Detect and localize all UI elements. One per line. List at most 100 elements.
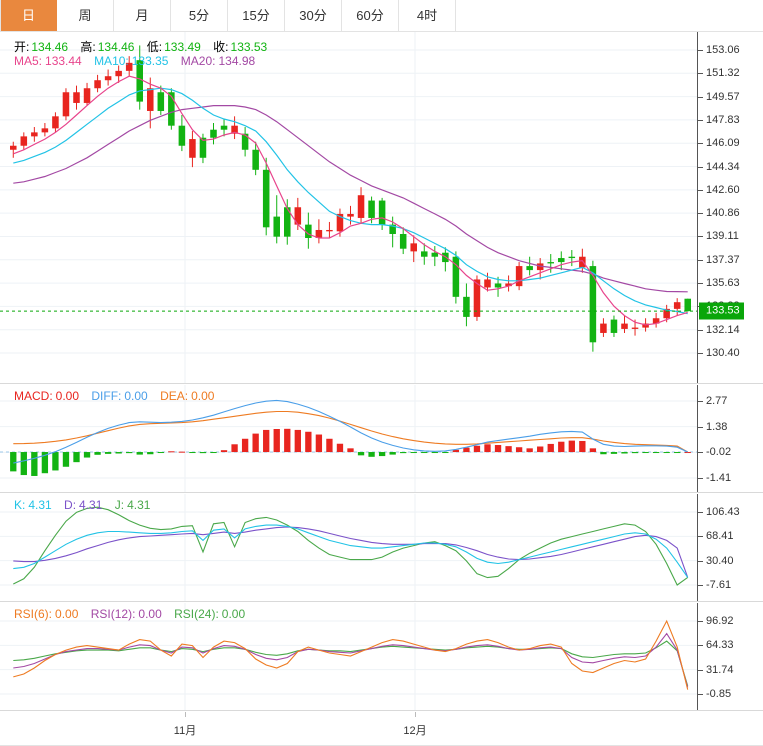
- y-tick-label: 30.40: [706, 554, 734, 567]
- y-tick-mark: [698, 283, 703, 285]
- y-tick-mark: [698, 452, 703, 454]
- y-tick-label: 68.41: [706, 530, 734, 543]
- y-tick-label: 96.92: [706, 615, 734, 627]
- x-tick-mark: [415, 712, 416, 717]
- ma5-value: 133.44: [45, 54, 82, 68]
- diff-value: 0.00: [124, 389, 148, 403]
- y-tick-label: 151.32: [706, 67, 740, 80]
- macd-value: 0.00: [55, 389, 80, 403]
- rsi12-value: 0.00: [138, 607, 162, 621]
- y-tick-label: 130.40: [706, 347, 740, 359]
- j-value: 4.31: [127, 498, 151, 512]
- y-tick-mark: [698, 645, 703, 647]
- rsi6-value: 0.00: [55, 607, 79, 621]
- y-tick-mark: [698, 329, 703, 331]
- kdj-pane: K: 4.31 D: 4.31 J: 4.31 106.43 68.41 30.40 -7.…: [0, 494, 763, 602]
- y-tick-mark: [698, 143, 703, 145]
- y-tick-mark: [698, 512, 703, 513]
- y-tick-label: 1.38: [706, 420, 728, 433]
- y-tick-label: 132.14: [706, 323, 740, 336]
- y-tick-mark: [698, 536, 703, 538]
- timeframe-tabbar: 日周月 5分 15分 30分 60分 4时: [0, 0, 763, 32]
- macd-plot: [0, 385, 697, 492]
- d-label: D:: [64, 498, 77, 512]
- rsi-plot: [0, 603, 697, 710]
- y-tick-mark: [698, 669, 703, 671]
- low-value: 133.49: [164, 40, 201, 54]
- low-label: 低:: [146, 40, 163, 54]
- x-axis: 11月 12月: [0, 712, 763, 746]
- y-tick-label: -7.61: [706, 579, 732, 591]
- y-tick-label: 153.06: [706, 44, 740, 56]
- current-price-badge: 133.53: [699, 302, 744, 320]
- x-axis-label: 12月: [403, 725, 427, 737]
- y-tick-mark: [698, 401, 703, 402]
- rsi-y-axis: 96.92 64.33 31.74 -0.85: [697, 603, 763, 710]
- close-label: 收:: [213, 40, 229, 54]
- price-pane: 开: 134.46 高: 134.46 低: 133.49 收: 133.53 MA5:…: [0, 32, 763, 384]
- y-tick-label: 149.57: [706, 90, 740, 103]
- ma10-label: MA10:: [94, 54, 129, 68]
- y-tick-label: 135.63: [706, 277, 740, 290]
- open-label: 开:: [14, 40, 30, 54]
- y-tick-label: -1.41: [706, 472, 732, 484]
- x-axis-label: 11月: [173, 725, 197, 737]
- y-tick-label: 139.11: [706, 230, 739, 243]
- tab-3[interactable]: 5分: [171, 0, 228, 31]
- y-tick-label: 106.43: [706, 506, 740, 518]
- y-tick-mark: [698, 478, 703, 479]
- kdj-plot: [0, 494, 697, 601]
- d-value: 4.31: [79, 498, 103, 512]
- y-tick-mark: [698, 119, 703, 121]
- y-tick-mark: [698, 50, 703, 51]
- ma-legend: MA5: 133.44 MA10: 133.35 MA20: 134.98: [14, 54, 264, 68]
- close-value: 133.53: [230, 40, 268, 54]
- rsi-pane: RSI(6): 0.00 RSI(12): 0.00 RSI(24): 0.00 96…: [0, 603, 763, 711]
- x-tick-mark: [185, 712, 186, 717]
- ohlc-legend: 开: 134.46 高: 134.46 低: 133.49 收: 133.53: [14, 38, 276, 55]
- y-tick-mark: [698, 694, 703, 695]
- y-tick-mark: [698, 96, 703, 98]
- tab-5[interactable]: 30分: [285, 0, 342, 31]
- y-tick-label: 140.86: [706, 207, 740, 220]
- rsi-legend: RSI(6): 0.00 RSI(12): 0.00 RSI(24): 0.00: [14, 607, 254, 621]
- y-tick-mark: [698, 585, 703, 586]
- rsi24-value: 0.00: [221, 607, 246, 621]
- tab-2[interactable]: 月: [114, 0, 171, 31]
- open-value: 134.46: [31, 40, 69, 54]
- high-value: 134.46: [97, 40, 135, 54]
- tabbar-filler: [456, 0, 763, 31]
- macd-legend: MACD: 0.00 DIFF: 0.00 DEA: 0.00: [14, 389, 223, 403]
- y-tick-mark: [698, 259, 703, 261]
- ma10-value: 133.35: [131, 54, 169, 68]
- y-tick-label: -0.02: [706, 446, 732, 459]
- y-tick-mark: [698, 236, 703, 238]
- y-tick-label: 137.37: [706, 253, 740, 266]
- y-tick-label: 31.74: [706, 663, 734, 676]
- macd-pane: MACD: 0.00 DIFF: 0.00 DEA: 0.00 2.77 1.38 -0.…: [0, 385, 763, 493]
- rsi12-label: RSI(12):: [90, 607, 136, 621]
- j-label: J:: [114, 498, 125, 512]
- ma20-value: 134.98: [218, 54, 256, 68]
- tab-4[interactable]: 15分: [228, 0, 285, 31]
- dea-value: 0.00: [191, 389, 215, 403]
- y-tick-mark: [698, 621, 703, 622]
- y-tick-mark: [698, 426, 703, 428]
- tab-0[interactable]: 日: [0, 0, 57, 31]
- ma5-label: MA5:: [14, 54, 43, 68]
- tab-1[interactable]: 周: [57, 0, 114, 31]
- tab-6[interactable]: 60分: [342, 0, 399, 31]
- y-tick-label: 142.60: [706, 183, 740, 196]
- dea-label: DEA:: [160, 389, 189, 403]
- y-tick-label: 64.33: [706, 639, 734, 652]
- y-tick-mark: [698, 560, 703, 562]
- y-tick-mark: [698, 353, 703, 354]
- tab-7[interactable]: 4时: [399, 0, 456, 31]
- kdj-y-axis: 106.43 68.41 30.40 -7.61: [697, 494, 763, 601]
- price-plot: [0, 32, 697, 383]
- k-label: K:: [14, 498, 26, 512]
- price-y-axis: 133.53 153.06 151.32 149.57 147.83 146.09 144…: [697, 32, 763, 383]
- high-label: 高:: [80, 40, 96, 54]
- y-tick-mark: [698, 189, 703, 191]
